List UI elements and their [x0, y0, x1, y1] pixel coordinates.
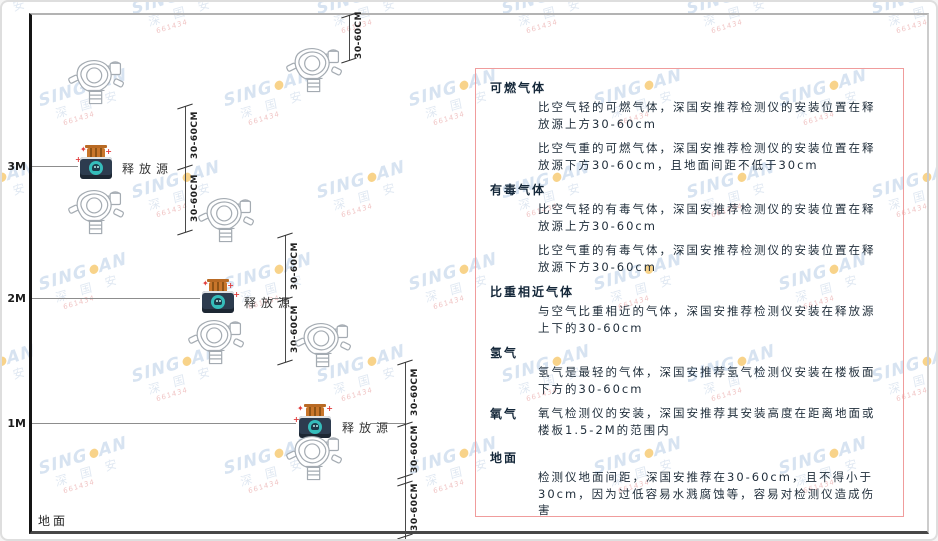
section-heading: 氧气 [490, 407, 519, 421]
release-source-body [80, 157, 112, 179]
section-paragraph: 比空气重的可燃气体，深国安推荐检测仪的安装位置在释放源下方30-60cm，且地面… [538, 141, 876, 172]
height-line-3m [32, 166, 78, 167]
room-frame [29, 13, 929, 534]
dimension-label: 30-60CM [410, 483, 420, 531]
section-paragraph: 与空气比重相近的气体，深国安推荐检测仪安装在释放源上下的30-60cm [538, 304, 876, 335]
panel-section-2: 有毒气体比空气轻的有毒气体，深国安推荐检测仪的安装位置在释放源上方30-60cm… [490, 181, 889, 275]
spark-icon: ✦ [202, 279, 209, 288]
gas-detector-icon [285, 432, 345, 484]
gas-detector-icon [187, 316, 247, 368]
gas-detector-icon [197, 194, 257, 246]
spark-icon: + [293, 415, 300, 424]
height-line-1m-extension [370, 423, 406, 424]
dimension-label: 30-60CM [290, 242, 300, 290]
dimension-line [185, 106, 186, 232]
height-label-1m: 1M [7, 417, 26, 430]
spark-icon: + [227, 281, 234, 290]
panel-section-3: 比重相近气体与空气比重相近的气体，深国安推荐检测仪安装在释放源上下的30-60c… [490, 283, 889, 336]
release-source-label: 释放源 [122, 162, 174, 176]
section-paragraph: 检测仪地面间距，深国安推荐在30-60cm，且不得小于30cm，因为过低容易水溅… [538, 470, 876, 517]
dimension-label: 30-60CM [354, 11, 364, 59]
section-heading: 可燃气体 [490, 81, 547, 95]
release-source-icon: ✦ + + [293, 404, 333, 438]
brand-dot-icon [2, 171, 7, 184]
gas-detector-icon [67, 56, 127, 108]
hazard-face-icon [211, 295, 225, 309]
section-heading: 比重相近气体 [490, 285, 575, 299]
spark-icon: + [105, 147, 112, 156]
release-source-label: 释放源 [342, 421, 394, 435]
section-paragraph: 比空气轻的可燃气体，深国安推荐检测仪的安装位置在释放源上方30-60cm [538, 100, 876, 131]
ground-label: 地面 [38, 514, 69, 528]
dimension-line [405, 362, 406, 539]
brand-dot-icon [2, 355, 7, 368]
release-source-cap [304, 404, 326, 416]
dimension-label: 30-60CM [410, 368, 420, 416]
panel-section-6: 地面检测仪地面间距，深国安推荐在30-60cm，且不得小于30cm，因为过低容易… [490, 449, 889, 519]
section-paragraph: 氢气是最轻的气体，深国安推荐氢气检测仪安装在楼板面下方的30-60cm [538, 365, 876, 396]
section-heading: 氢气 [490, 346, 519, 360]
release-source-icon: ✦ + + [200, 279, 240, 313]
spark-icon: ✦ [80, 145, 87, 154]
gas-detector-icon [67, 186, 127, 238]
dimension-label: 30-60CM [410, 425, 420, 473]
release-source-cap [85, 145, 107, 157]
release-source-cap [207, 279, 229, 291]
info-panel: 可燃气体比空气轻的可燃气体，深国安推荐检测仪的安装位置在释放源上方30-60cm… [475, 68, 904, 517]
height-line-2m-extension [272, 298, 286, 299]
height-line-1m [32, 423, 296, 424]
section-heading: 有毒气体 [490, 183, 547, 197]
release-source-label: 释放源 [244, 296, 296, 310]
gas-detector-icon [285, 44, 345, 96]
section-heading: 地面 [490, 451, 519, 465]
panel-section-5: 氧气 氧气检测仪的安装，深国安推荐其安装高度在距离地面或楼板1.5-2M的范围内 [490, 405, 889, 446]
height-label-2m: 2M [7, 292, 26, 305]
release-source-body [202, 291, 234, 313]
gas-detector-icon [294, 319, 354, 371]
hazard-face-icon [308, 420, 322, 434]
release-source-body [299, 416, 331, 438]
dimension-line [349, 15, 350, 60]
section-paragraph: 比空气轻的有毒气体，深国安推荐检测仪的安装位置在释放源上方30-60cm [538, 202, 876, 233]
release-source-icon: ✦ + + [75, 145, 114, 179]
height-line-2m [32, 298, 200, 299]
dimension-label: 30-60CM [190, 111, 200, 159]
panel-section-1: 可燃气体比空气轻的可燃气体，深国安推荐检测仪的安装位置在释放源上方30-60cm… [490, 79, 889, 173]
spark-icon: + [233, 290, 240, 299]
hazard-face-icon [89, 161, 103, 175]
height-label-3m: 3M [7, 160, 26, 173]
section-paragraph: 比空气重的有毒气体，深国安推荐检测仪的安装位置在释放源下方30-60cm [538, 243, 876, 274]
section-paragraph: 氧气检测仪的安装，深国安推荐其安装高度在距离地面或楼板1.5-2M的范围内 [538, 406, 876, 437]
panel-section-4: 氢气氢气是最轻的气体，深国安推荐氢气检测仪安装在楼板面下方的30-60cm [490, 344, 889, 397]
spark-icon: ✦ [297, 404, 304, 413]
spark-icon: + [75, 155, 82, 164]
spark-icon: + [326, 404, 333, 413]
